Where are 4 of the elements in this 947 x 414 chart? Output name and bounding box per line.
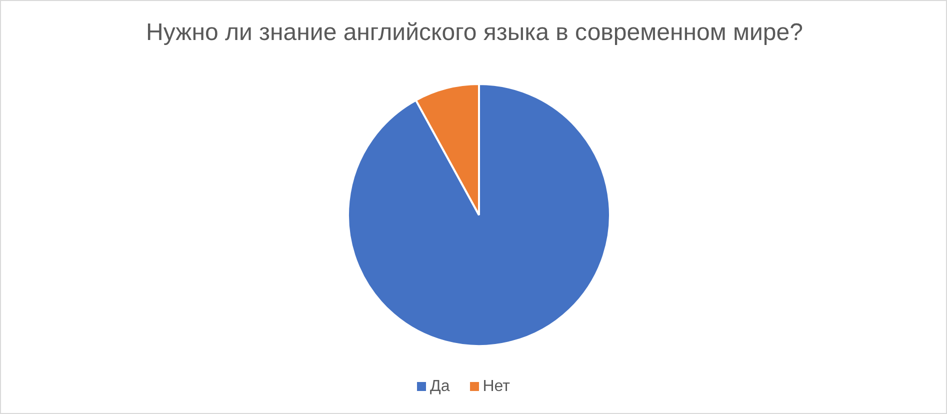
pie-slice	[347, 83, 611, 347]
legend-label: Да	[430, 378, 450, 395]
legend-label: Нет	[482, 378, 510, 395]
chart-title: Нужно ли знание английского языка в современном мире?	[145, 19, 804, 47]
